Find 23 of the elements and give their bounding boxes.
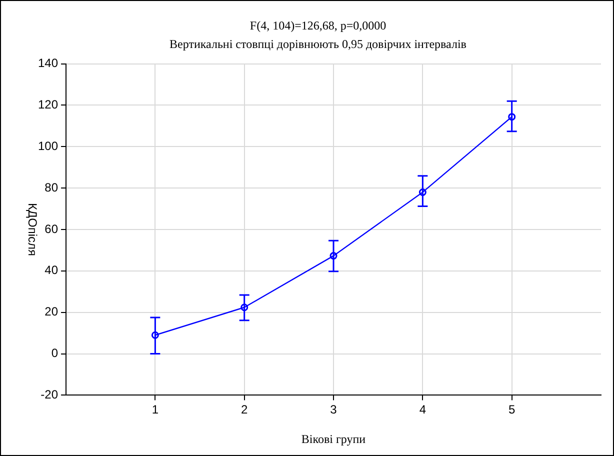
y-tick-label: 20 — [44, 304, 58, 319]
point — [330, 252, 338, 260]
point — [418, 188, 426, 196]
x-axis-title: Вікові групи — [301, 432, 366, 446]
point — [151, 331, 159, 339]
chart-subtitle: Вертикальні стовпці дорівнюють 0,95 довірчих інтервалів — [170, 36, 467, 51]
y-tick-label: 140 — [38, 56, 58, 70]
y-tick-label: 80 — [44, 180, 58, 194]
chart-title: F(4, 104)=126,68, p=0,0000 — [250, 18, 386, 32]
x-tick-label: 5 — [508, 402, 516, 417]
y-axis-title: КДОпісля — [26, 202, 40, 256]
y-tick-label: 120 — [38, 98, 58, 112]
x-tick-label: 4 — [419, 402, 426, 417]
y-tick-label: -20 — [40, 388, 58, 402]
x-tick-label: 2 — [241, 402, 248, 417]
point — [508, 113, 516, 121]
point — [240, 304, 248, 312]
y-tick-label: 0 — [51, 346, 58, 360]
y-tick-label: 40 — [44, 263, 58, 278]
y-tick-label: 100 — [38, 138, 58, 153]
x-tick-label: 3 — [330, 402, 338, 417]
x-tick-label: 1 — [152, 402, 159, 417]
y-tick-label: 60 — [44, 222, 58, 236]
